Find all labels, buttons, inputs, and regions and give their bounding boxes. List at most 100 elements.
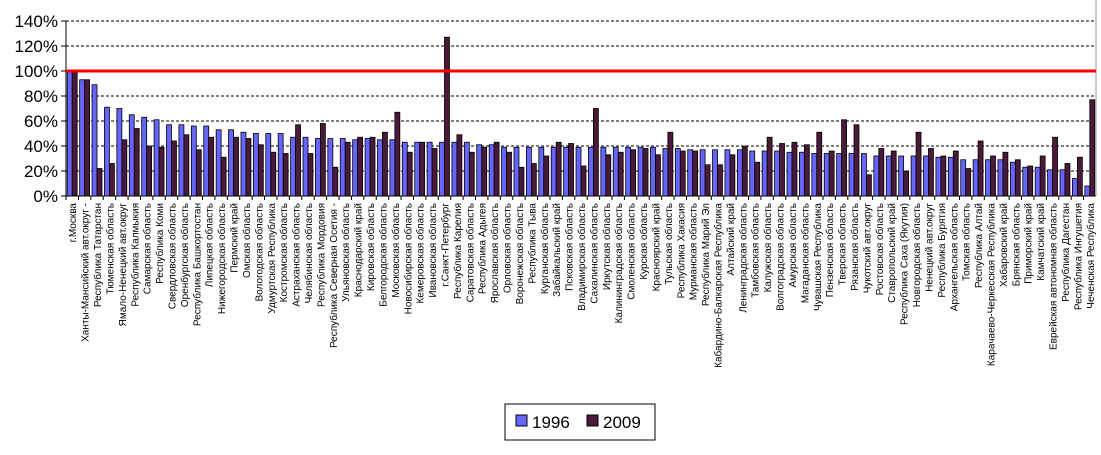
bar-1996 xyxy=(774,150,780,197)
bar-1996 xyxy=(1034,166,1041,197)
x-tick-label: Ивановская область xyxy=(427,203,439,298)
bar-2009 xyxy=(741,145,748,197)
bar-2009 xyxy=(1089,99,1096,197)
bar-2009 xyxy=(444,36,450,197)
legend-label-1996: 1996 xyxy=(532,413,570,432)
x-tick-label: Ульяновская область xyxy=(340,203,352,302)
bar-1996 xyxy=(141,116,148,197)
bar-2009 xyxy=(940,155,947,197)
bar-2009 xyxy=(419,141,426,197)
bar-2009 xyxy=(319,123,326,197)
bar-1996 xyxy=(699,149,706,197)
bar-1996 xyxy=(426,141,433,197)
bar-1996 xyxy=(898,155,905,197)
bar-2009 xyxy=(195,149,202,197)
x-tick-label: Владимирская область xyxy=(576,203,588,311)
x-tick-label: Республика Карелия xyxy=(452,203,464,299)
bar-1996 xyxy=(1022,166,1029,197)
bar-1996 xyxy=(290,136,296,197)
bar-1996 xyxy=(315,138,321,197)
bar-2009 xyxy=(332,166,339,197)
bar-1996 xyxy=(861,153,867,197)
bar-1996 xyxy=(116,108,123,197)
bar-1996 xyxy=(501,146,507,197)
bar-1996 xyxy=(1009,161,1016,197)
bar-1996 xyxy=(823,153,830,197)
legend-swatch-1996 xyxy=(515,414,528,427)
x-tick-label: Астраханская область xyxy=(291,203,303,307)
bar-1996 xyxy=(277,133,284,197)
bar-2009 xyxy=(841,119,847,197)
x-tick-label: Еврейская автономная область xyxy=(1048,203,1060,350)
bar-2009 xyxy=(468,151,475,197)
bar-1996 xyxy=(637,146,644,197)
x-tick-label: Ямало-Ненецкий авт.округ xyxy=(118,203,129,327)
bar-1996 xyxy=(749,150,756,197)
x-tick-label: Чеченская Республика xyxy=(1085,203,1097,309)
y-tick-label: 120% xyxy=(15,37,58,56)
bar-2009 xyxy=(270,151,277,197)
x-tick-label: Республика Башкортостан xyxy=(191,203,203,326)
bar-1996 xyxy=(935,156,942,197)
bar-1996 xyxy=(91,84,98,197)
x-tick-labels: г.Москва Ханты-Мансийский авт.округ - Респ… xyxy=(68,203,1097,368)
bar-1996 xyxy=(364,138,371,197)
x-tick-label: Республика Марий Эл xyxy=(700,203,712,306)
bar-1996 xyxy=(947,156,954,197)
x-tick-label: Новгородская область xyxy=(911,203,923,307)
bar-2009 xyxy=(965,168,972,197)
axes xyxy=(61,0,1097,200)
bar-2009 xyxy=(903,170,910,197)
x-tick-label: Курганская область xyxy=(539,203,551,294)
bar-1996 xyxy=(339,138,346,197)
x-tick-label: Тульская область xyxy=(663,203,675,285)
bar-2009 xyxy=(766,136,773,197)
bar-1996 xyxy=(650,146,656,197)
x-tick-label: Карачаево-Черкесская Республика xyxy=(986,203,998,367)
x-tick-label: Ростовская область xyxy=(874,203,886,295)
x-tick-label: Краснодарский край xyxy=(354,203,365,297)
x-tick-label: Республика Саха (Якутия) xyxy=(899,203,911,325)
x-tick-label: Свердловская область xyxy=(166,203,178,309)
bar-2009 xyxy=(257,144,264,197)
y-tick-labels: 0% 20% 40% 60% 80% 100% 120% 140% xyxy=(15,12,58,206)
x-tick-label: Волгоградская область xyxy=(775,203,787,311)
bar-2009 xyxy=(915,131,922,197)
bar-1996 xyxy=(476,144,483,197)
y-tick-label: 0% xyxy=(33,187,58,206)
bar-1996 xyxy=(66,70,73,197)
bar-1996 xyxy=(588,146,594,197)
bar-2009 xyxy=(754,161,761,197)
x-tick-label: Республика Ингушетия xyxy=(1072,203,1084,310)
x-tick-label: Орловская область xyxy=(502,203,514,293)
x-tick-label: Смоленская область xyxy=(626,203,638,300)
bar-1996 xyxy=(439,141,445,197)
x-tick-label: Сахалинская область xyxy=(588,203,600,304)
bar-2009 xyxy=(568,143,574,197)
x-tick-label: Самарская область xyxy=(142,203,154,294)
x-tick-label: Московская область xyxy=(390,203,402,298)
bar-2009 xyxy=(158,146,165,197)
bar-2009 xyxy=(543,155,550,197)
y-tick-label: 140% xyxy=(15,12,58,31)
bar-1996 xyxy=(811,153,818,197)
x-tick-label: Калининградская область xyxy=(613,203,625,323)
x-tick-label: Республика Алтай xyxy=(973,203,985,288)
bar-2009 xyxy=(282,153,289,197)
bar-2009 xyxy=(1014,159,1021,197)
bar-1996 xyxy=(389,139,396,197)
bars xyxy=(66,36,1096,197)
x-tick-label: Иркутская область xyxy=(601,203,613,290)
x-tick-label: Республика Северная Осетия - xyxy=(328,203,340,348)
x-tick-label: Красноярский край xyxy=(651,203,662,291)
x-tick-label: Челябинская область xyxy=(303,203,315,303)
bar-1996 xyxy=(228,129,234,197)
bar-1996 xyxy=(377,139,383,197)
bar-2009 xyxy=(928,148,934,197)
x-tick-label: Костромская область xyxy=(278,203,290,302)
bar-2009 xyxy=(593,108,599,197)
bar-1996 xyxy=(612,146,619,197)
bar-2009 xyxy=(146,145,153,197)
bar-2009 xyxy=(642,148,649,197)
bar-2009 xyxy=(1064,163,1071,197)
